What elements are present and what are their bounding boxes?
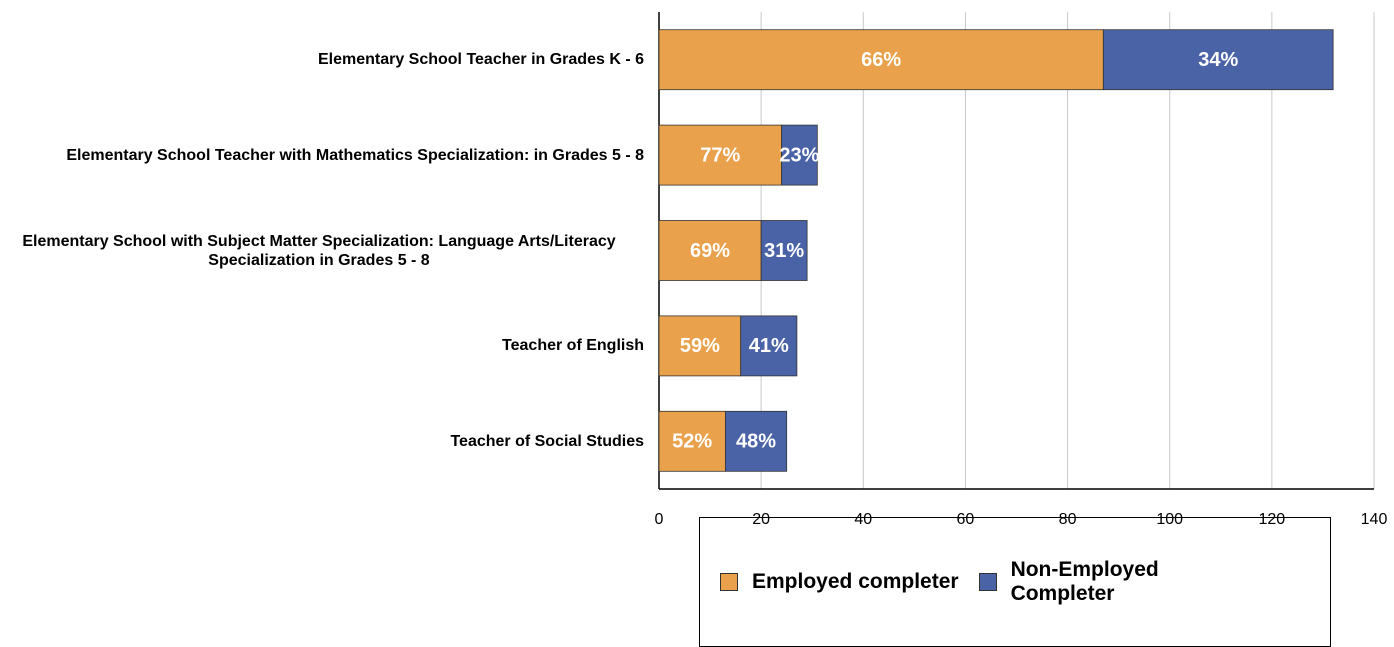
x-tick-label: 80 [1059, 511, 1077, 528]
x-tick-label: 140 [1361, 511, 1388, 528]
data-label: 69% [690, 240, 730, 262]
legend: Employed completer Non-Employed Completer [699, 517, 1331, 647]
category-label: Elementary School with Subject Matter Sp… [0, 231, 644, 271]
category-label: Teacher of English [0, 326, 644, 366]
legend-item: Non-Employed Completer [978, 558, 1181, 606]
x-tick-label: 20 [752, 511, 770, 528]
data-label: 66% [861, 49, 901, 71]
category-label: Elementary School Teacher with Mathemati… [0, 135, 644, 175]
legend-label: Employed completer [752, 570, 959, 593]
legend-label: Non-Employed Completer [1010, 558, 1159, 605]
x-tick-label: 40 [854, 511, 872, 528]
data-label: 31% [764, 240, 804, 262]
data-label: 77% [700, 144, 740, 166]
data-label: 48% [736, 431, 776, 453]
data-label: 41% [749, 335, 789, 357]
data-label: 23% [779, 144, 819, 166]
category-text: Elementary School Teacher in Grades K - … [317, 51, 644, 69]
data-label: 52% [672, 431, 712, 453]
bar [658, 220, 762, 281]
category-label: Teacher of Social Studies [0, 421, 644, 461]
category-text: Teacher of English [502, 337, 644, 355]
x-tick-label: 120 [1259, 511, 1286, 528]
bar [781, 124, 818, 186]
category-label: Elementary School Teacher in Grades K - … [0, 40, 644, 80]
data-label: 59% [680, 335, 720, 357]
x-tick-label: 60 [957, 511, 975, 528]
x-tick-label: 100 [1156, 511, 1183, 528]
data-label: 34% [1198, 49, 1238, 71]
bar [760, 220, 808, 281]
legend-swatch [720, 573, 738, 591]
legend-item: Employed completer [720, 570, 959, 594]
bar [724, 410, 788, 472]
bar [1102, 29, 1334, 91]
category-text: Elementary School Teacher with Mathemati… [66, 146, 644, 164]
category-text: Elementary School with Subject Matter Sp… [22, 232, 616, 269]
bar [658, 315, 742, 377]
category-text: Teacher of Social Studies [450, 432, 644, 450]
x-tick-label: 0 [655, 511, 664, 528]
legend-swatch [978, 573, 997, 591]
bar [740, 315, 798, 377]
